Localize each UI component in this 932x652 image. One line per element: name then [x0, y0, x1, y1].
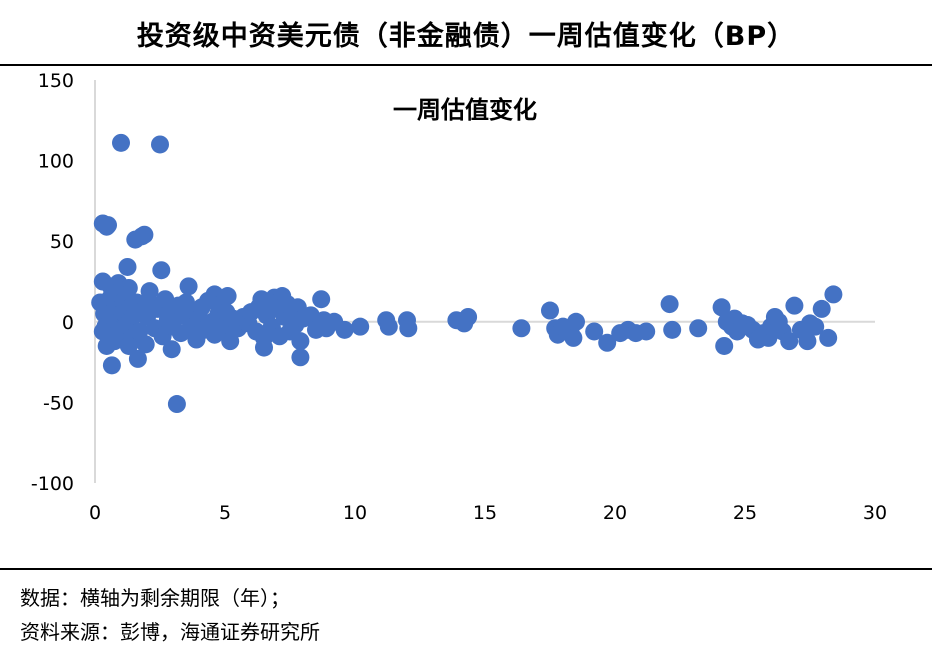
x-tick-labels: 0 5 10 15 20 25 30 — [89, 502, 887, 524]
scatter-point — [780, 332, 799, 351]
y-tick-label: 0 — [62, 312, 74, 334]
scatter-points — [91, 133, 843, 414]
report-title: 投资级中资美元债（非金融债）一周估值变化（BP） — [136, 21, 796, 52]
scatter-point — [689, 319, 708, 338]
scatter-point — [785, 296, 804, 315]
y-tick-labels: 150 100 50 0 -50 -100 — [31, 70, 74, 495]
scatter-point — [128, 349, 147, 368]
scatter-point — [637, 322, 656, 341]
scatter-point — [798, 332, 817, 351]
scatter-point — [399, 319, 418, 338]
footer-divider — [0, 568, 932, 570]
scatter-point — [152, 261, 171, 280]
scatter-point — [93, 322, 112, 341]
x-tick-label: 15 — [473, 502, 497, 524]
x-tick-label: 30 — [863, 502, 887, 524]
x-tick-label: 20 — [603, 502, 627, 524]
scatter-point — [167, 395, 186, 414]
scatter-point — [663, 320, 682, 339]
scatter-point — [541, 301, 559, 320]
scatter-point — [119, 336, 138, 355]
scatter-point — [712, 298, 731, 317]
x-tick-label: 10 — [343, 502, 367, 524]
scatter-point — [806, 317, 825, 336]
x-tick-label: 0 — [89, 502, 101, 524]
scatter-point — [291, 332, 310, 351]
chart-title: 一周估值变化 — [393, 96, 537, 124]
scatter-point — [99, 216, 117, 235]
scatter-point — [812, 299, 831, 318]
scatter-point — [162, 340, 181, 359]
y-tick-label: 50 — [50, 231, 74, 253]
scatter-point — [335, 320, 354, 339]
scatter-point — [151, 135, 169, 154]
scatter-point — [819, 328, 838, 347]
scatter-point — [459, 307, 478, 326]
scatter-point — [379, 317, 398, 336]
scatter-point — [715, 336, 734, 355]
scatter-point — [351, 317, 370, 336]
scatter-point — [136, 335, 155, 354]
x-tick-label: 5 — [219, 502, 231, 524]
y-tick-label: -100 — [31, 473, 74, 495]
scatter-point — [512, 319, 531, 338]
scatter-point — [824, 285, 843, 304]
scatter-point — [97, 336, 116, 355]
source-note: 资料来源：彭博，海通证券研究所 — [20, 620, 320, 644]
scatter-point — [118, 257, 137, 276]
scatter-chart: 150 100 50 0 -50 -100 0 5 10 15 20 25 30 一周估值变化 — [31, 70, 887, 524]
data-note: 数据：横轴为剩余期限（年）； — [20, 586, 290, 610]
scatter-point — [598, 333, 617, 352]
scatter-point — [102, 356, 121, 375]
scatter-point — [255, 338, 273, 357]
scatter-point — [564, 328, 583, 347]
chart-axes — [94, 80, 875, 483]
scatter-point — [221, 332, 240, 351]
scatter-point — [135, 225, 154, 244]
y-tick-label: 150 — [38, 70, 74, 92]
title-divider — [0, 64, 932, 66]
scatter-point — [660, 295, 679, 314]
y-tick-label: 100 — [38, 151, 74, 173]
x-tick-label: 25 — [733, 502, 757, 524]
scatter-point — [179, 277, 198, 296]
scatter-point — [291, 348, 310, 367]
scatter-point — [312, 290, 331, 309]
scatter-point — [567, 312, 585, 331]
y-tick-label: -50 — [43, 392, 74, 414]
scatter-point — [585, 322, 604, 341]
scatter-point — [112, 133, 130, 152]
